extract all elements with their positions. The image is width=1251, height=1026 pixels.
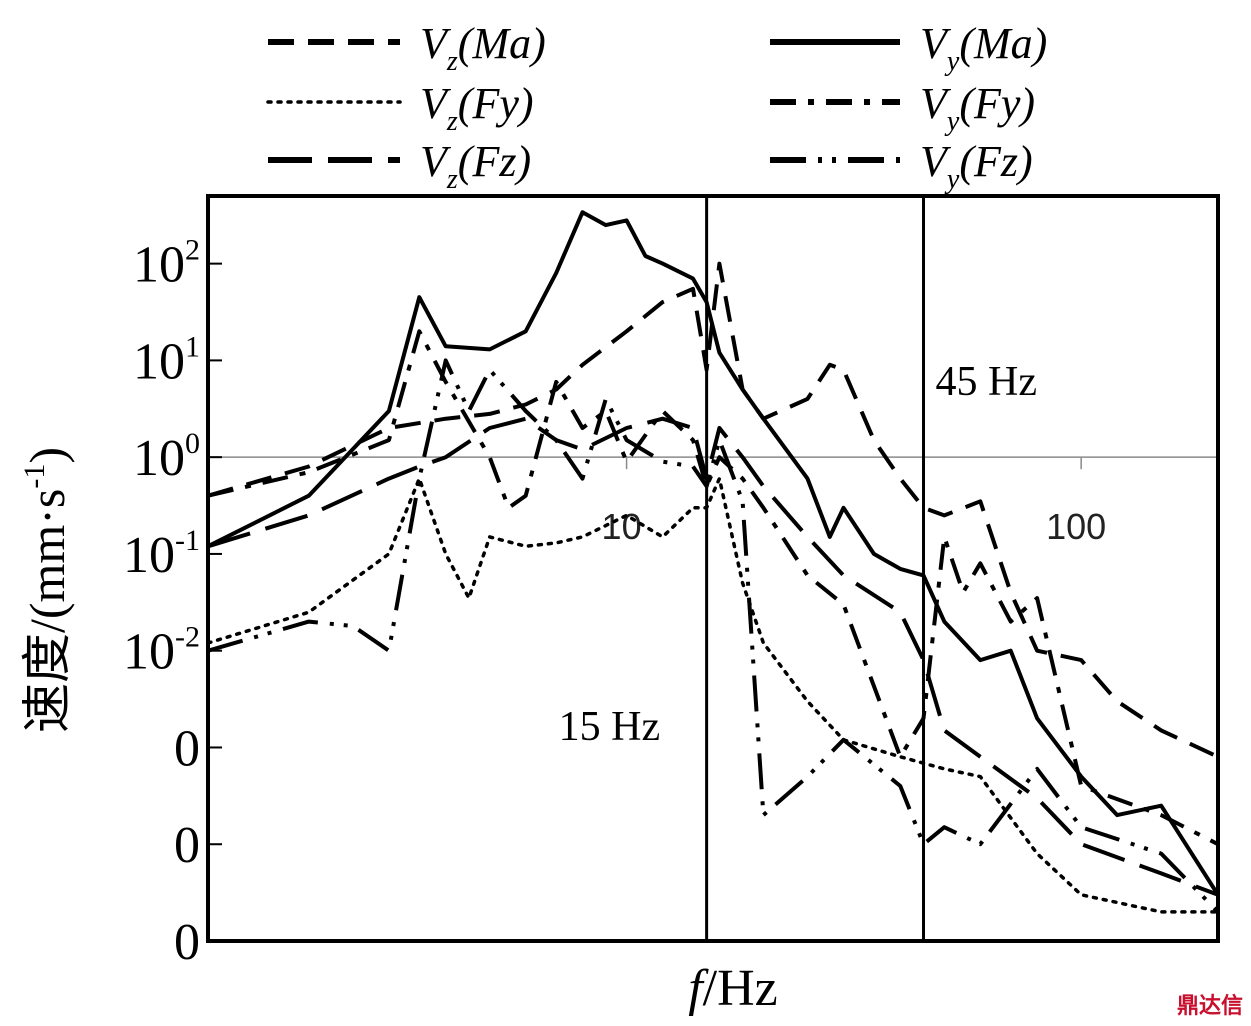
legend-label-sub: z (446, 106, 458, 137)
y-tick-exponent: -1 (175, 524, 200, 557)
legend-label: Vy(Ma) (920, 19, 1047, 77)
series-line-vyfz (208, 358, 1218, 914)
legend-label-arg: (Fy) (458, 79, 534, 128)
legend-label-arg: (Fz) (458, 137, 531, 186)
legend-label-main: V (920, 137, 952, 186)
legend-label-arg: (Fy) (959, 79, 1035, 128)
y-tick-base: 10 (123, 624, 175, 681)
y-tick-label: 100 (133, 427, 200, 487)
y-tick-base: 10 (133, 333, 185, 390)
plot-frame (206, 194, 1220, 943)
x-axis-label: f/Hz (688, 960, 778, 1017)
y-tick-exponent: 0 (185, 427, 200, 460)
y-tick-base: 10 (133, 237, 185, 294)
legend-label-sub: y (944, 106, 960, 137)
marker-label-15hz: 15 Hz (559, 704, 660, 750)
series-line-vyma (208, 210, 1218, 896)
y-axis-label: 速度/(mm·s-1) (18, 447, 75, 733)
x-axis-ticks: 10 100 (602, 457, 1106, 547)
legend-label-sub: y (944, 46, 960, 77)
y-tick-base: 0 (174, 817, 200, 874)
legend-label-sub: z (446, 164, 458, 195)
y-tick-exponent: -2 (175, 621, 200, 654)
legend-label-main: V (920, 19, 952, 68)
y-axis-label-main: 速度/(mm·s (19, 489, 75, 733)
y-tick-label: 0 (174, 720, 200, 777)
y-tick-label: 10-1 (123, 524, 200, 584)
y-axis-label-sup: -1 (18, 464, 51, 489)
legend-label-main: V (920, 79, 952, 128)
legend-label-arg: (Fz) (959, 137, 1032, 186)
y-tick-label: 0 (174, 914, 200, 971)
series-line-vyfy (208, 329, 1218, 846)
y-tick-base: 0 (174, 914, 200, 971)
y-tick-base: 10 (123, 527, 175, 584)
legend-label-main: V (420, 137, 452, 186)
marker-label-45hz: 45 Hz (936, 359, 1037, 405)
y-tick-label: 0 (174, 817, 200, 874)
x-tick-label: 100 (1046, 506, 1106, 547)
y-tick-exponent: 1 (185, 330, 200, 363)
watermark-logo: 鼎达信 (1176, 994, 1243, 1019)
legend-label-main: V (420, 79, 452, 128)
legend-label: Vz(Ma) (420, 19, 546, 77)
legend-label: Vy(Fz) (920, 137, 1033, 195)
y-axis-label-close: ) (19, 447, 75, 464)
y-tick-base: 0 (174, 720, 200, 777)
legend-label-sub: z (446, 46, 458, 77)
y-tick-label: 102 (133, 234, 200, 294)
legend: Vz(Ma)Vz(Fy)Vz(Fz)Vy(Ma)Vy(Fy)Vy(Fz) (266, 19, 1047, 195)
x-axis-label-unit: /Hz (703, 960, 778, 1017)
y-tick-exponent: 2 (185, 234, 200, 267)
legend-label-main: V (420, 19, 452, 68)
y-tick-base: 10 (133, 430, 185, 487)
vertical-markers: 15 Hz 45 Hz (559, 196, 1037, 941)
x-tick-label: 10 (602, 506, 642, 547)
legend-label: Vz(Fy) (420, 79, 534, 137)
legend-label-arg: (Ma) (458, 19, 546, 68)
legend-label-arg: (Ma) (959, 19, 1047, 68)
y-tick-label: 10-2 (123, 621, 200, 681)
series-line-vzfy (208, 476, 1218, 914)
legend-label: Vy(Fy) (920, 79, 1035, 137)
legend-label-sub: y (944, 164, 960, 195)
series-line-vzfz (208, 416, 1218, 897)
series-layer (208, 210, 1218, 914)
y-tick-label: 101 (133, 330, 200, 390)
legend-label: Vz(Fz) (420, 137, 531, 195)
